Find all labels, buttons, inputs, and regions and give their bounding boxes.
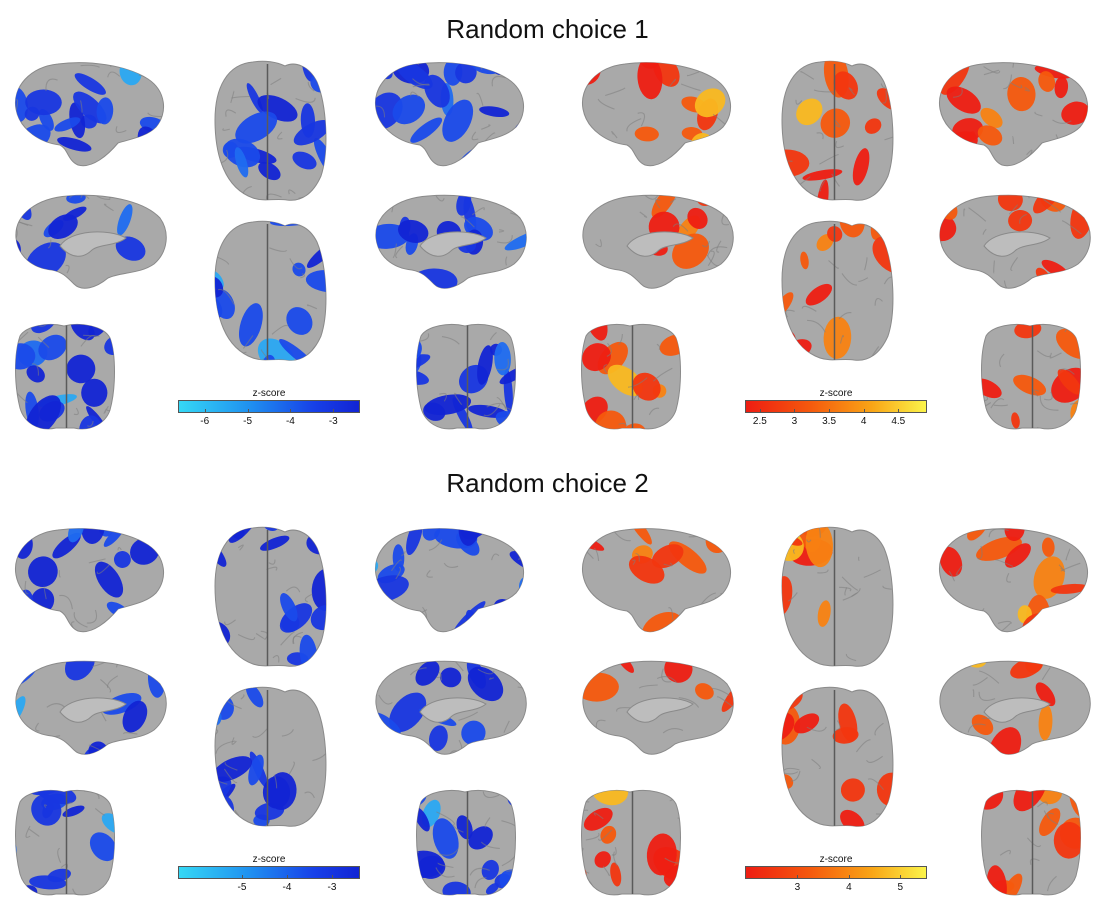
colorbar-gradient: [178, 400, 360, 413]
brain-coronal-view: [4, 318, 129, 436]
colorbar-tick-label: 5: [897, 882, 904, 893]
colorbar-tick-mark: [759, 409, 761, 412]
brain-coronal-view: [4, 784, 129, 902]
colorbar-tick-mark: [333, 409, 335, 412]
colorbar-ticks: -5 -4 -3: [178, 875, 360, 895]
colorbar-tick-label: -3: [327, 882, 337, 893]
colorbar-tick-label: 3: [794, 882, 801, 893]
brain-medial-view: [932, 188, 1095, 303]
brain-medial-view: [8, 654, 173, 769]
colorbar-tick-mark: [898, 409, 900, 412]
colorbar-tick-label: -4: [285, 416, 295, 427]
brain-lateral-view: [932, 57, 1095, 172]
colorbar-positive-1: z-score 2.5 3 3.5 4 4.5: [745, 387, 927, 429]
colorbar-tick-mark: [242, 875, 243, 878]
colorbar-label: z-score: [252, 388, 286, 399]
brain-medial-view: [575, 654, 740, 769]
brain-medial-view: [575, 188, 740, 303]
colorbar-tick-mark: [332, 875, 333, 878]
colorbar-gradient: [745, 400, 927, 413]
colorbar-tick-label: -5: [237, 882, 247, 893]
brain-coronal-view: [970, 784, 1095, 902]
brain-lateral-view: [932, 523, 1095, 638]
brain-lateral-view: [368, 57, 533, 172]
colorbar-ticks: 3 4 5: [745, 875, 927, 895]
colorbar-ticks: -6 -5 -4 -3: [178, 409, 360, 429]
brain-axial-view: [772, 524, 897, 672]
brain-medial-view: [368, 188, 533, 303]
colorbar-tick-label: 4.5: [891, 416, 906, 427]
colorbar-ticks: 2.5 3 3.5 4 4.5: [745, 409, 927, 429]
panel-1-title: Random choice 1: [446, 14, 649, 44]
brain-lateral-view: [575, 523, 740, 638]
brain-lateral-view: [8, 57, 173, 172]
colorbar-negative-1: z-score -6 -5 -4 -3: [178, 387, 360, 429]
brain-axial-view: [205, 218, 330, 366]
colorbar-tick-label: -5: [243, 416, 253, 427]
colorbar-tick-label: 4: [860, 416, 867, 427]
colorbar-negative-2: z-score -5 -4 -3: [178, 853, 360, 895]
brain-coronal-view: [970, 318, 1095, 436]
brain-axial-view: [772, 684, 897, 832]
brain-coronal-view: [405, 784, 530, 902]
colorbar-tick-mark: [848, 875, 850, 878]
colorbar-label: z-score: [819, 854, 853, 865]
brain-medial-view: [932, 654, 1095, 769]
colorbar-tick-mark: [829, 409, 831, 412]
colorbar-tick-label: 3: [791, 416, 798, 427]
colorbar-tick-label: 2.5: [752, 416, 767, 427]
brain-coronal-view: [405, 318, 530, 436]
colorbar-tick-label: -3: [328, 416, 338, 427]
colorbar-positive-2: z-score 3 4 5: [745, 853, 927, 895]
colorbar-gradient: [745, 866, 927, 879]
colorbar-tick-mark: [863, 409, 865, 412]
colorbar-tick-mark: [290, 409, 292, 412]
brain-axial-view: [772, 218, 897, 366]
brain-coronal-view: [570, 318, 695, 436]
brain-medial-view: [8, 188, 173, 303]
colorbar-label: z-score: [819, 388, 853, 399]
colorbar-tick-mark: [794, 409, 796, 412]
brain-axial-view: [205, 58, 330, 206]
colorbar-tick-mark: [247, 409, 249, 412]
colorbar-tick-mark: [900, 875, 902, 878]
colorbar-tick-label: 4: [846, 882, 852, 893]
brain-coronal-view: [570, 784, 695, 902]
brain-axial-view: [772, 58, 897, 206]
colorbar-tick-mark: [287, 875, 288, 878]
colorbar-label: z-score: [252, 854, 286, 865]
colorbar-tick-label: -4: [282, 882, 292, 893]
brain-axial-view: [205, 684, 330, 832]
brain-lateral-view: [575, 57, 740, 172]
panel-2-title: Random choice 2: [446, 468, 649, 498]
colorbar-gradient: [178, 866, 360, 879]
colorbar-tick-mark: [797, 875, 799, 878]
brain-medial-view: [368, 654, 533, 769]
colorbar-tick-mark: [204, 409, 206, 412]
brain-lateral-view: [8, 523, 173, 638]
colorbar-tick-label: 3.5: [822, 416, 837, 427]
brain-lateral-view: [368, 523, 533, 638]
colorbar-tick-label: -6: [200, 416, 210, 427]
brain-axial-view: [205, 524, 330, 672]
